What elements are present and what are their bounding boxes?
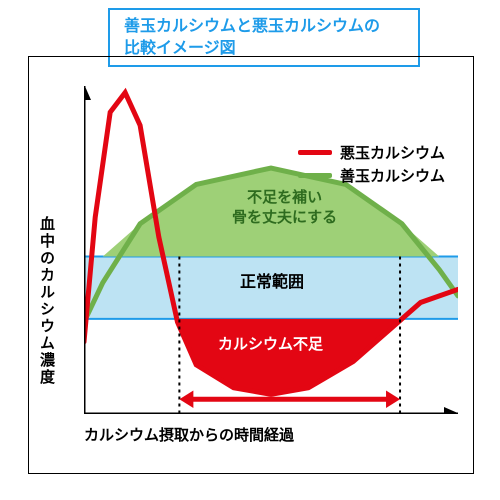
annotation-good-area: 不足を補い骨を丈夫にする <box>232 188 337 229</box>
legend-swatch <box>298 150 332 155</box>
legend-label: 悪玉カルシウム <box>340 142 445 163</box>
title-text: 善玉カルシウムと悪玉カルシウムの比較イメージ図 <box>124 18 380 57</box>
y-axis-label: 血中のカルシウム濃度 <box>36 216 57 386</box>
x-axis-label: カルシウム摂取からの時間経過 <box>84 424 294 445</box>
legend-item: 善玉カルシウム <box>298 165 445 186</box>
legend-item: 悪玉カルシウム <box>298 142 445 163</box>
annotation-deficiency: カルシウム不足 <box>218 335 323 355</box>
chart-canvas <box>84 86 458 414</box>
legend-label: 善玉カルシウム <box>340 165 445 186</box>
annotation-normal-band: 正常範囲 <box>240 272 304 294</box>
legend: 悪玉カルシウム善玉カルシウム <box>298 140 445 188</box>
legend-swatch <box>298 173 332 178</box>
